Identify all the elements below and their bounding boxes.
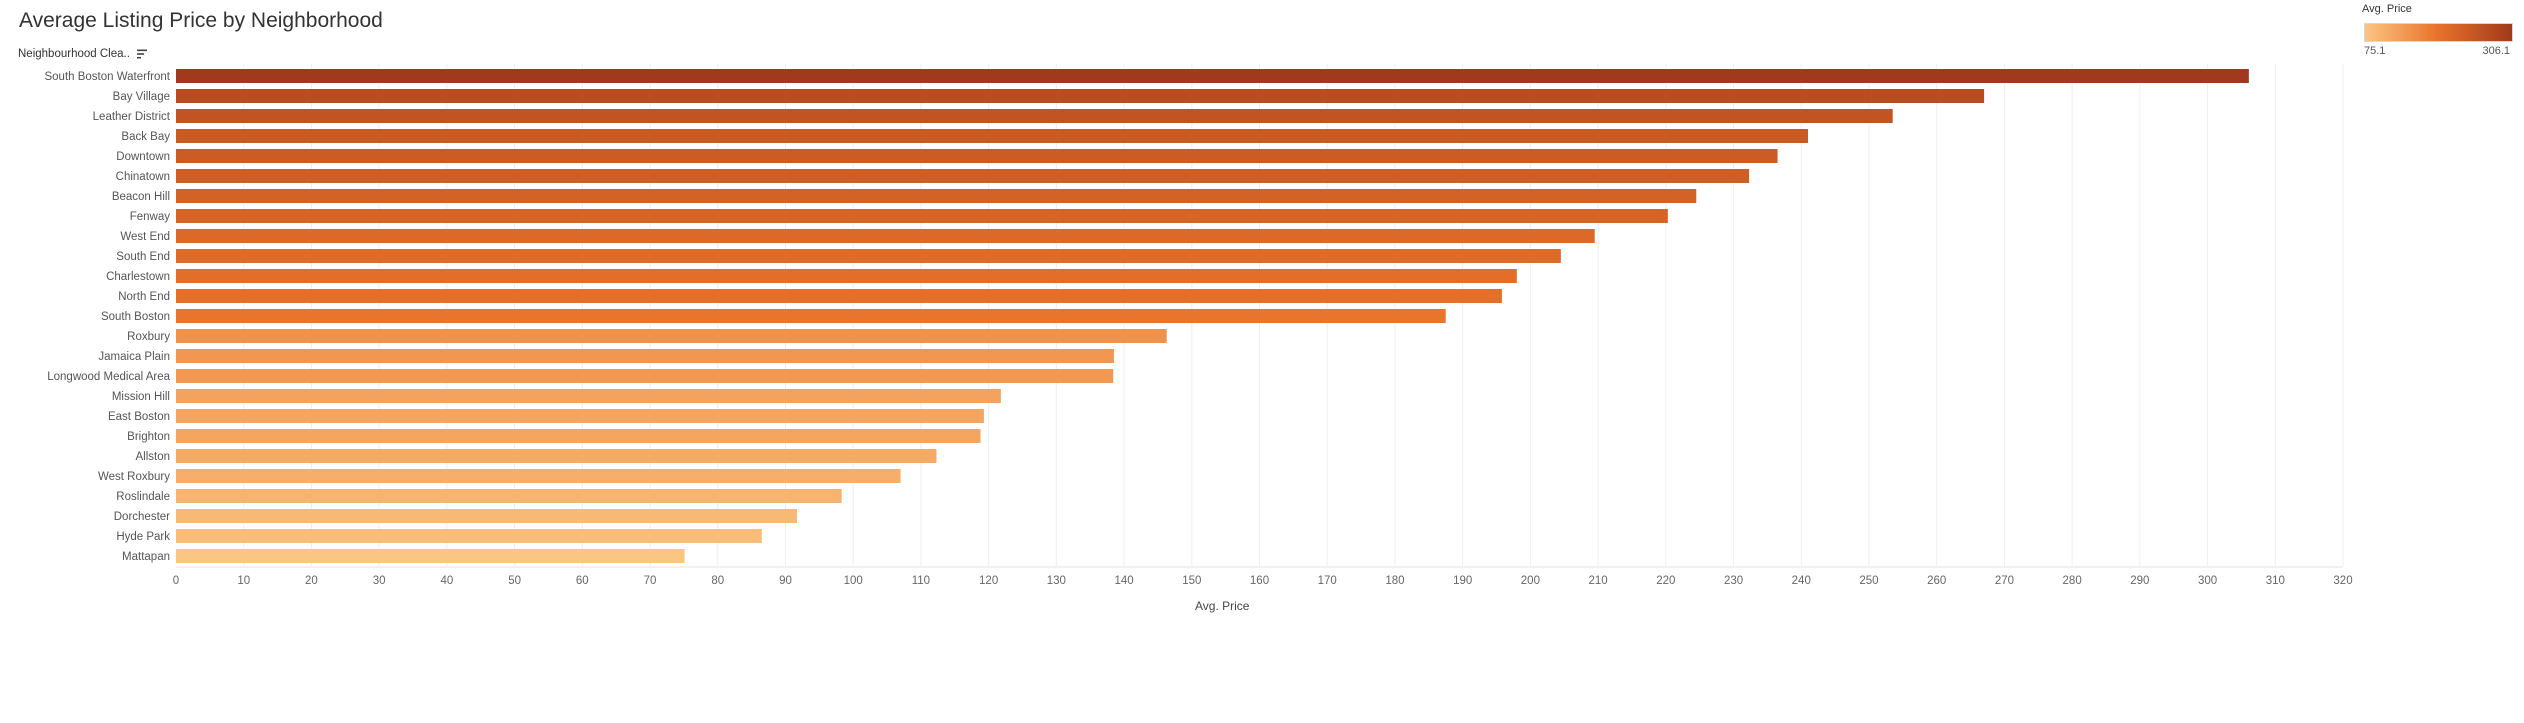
bar bbox=[176, 209, 1668, 223]
color-legend: Avg. Price 75.1 306.1 bbox=[2362, 3, 2513, 63]
bar bbox=[176, 389, 1001, 403]
category-label: Charlestown bbox=[106, 271, 170, 283]
bar bbox=[176, 229, 1595, 243]
category-label: Hyde Park bbox=[116, 531, 170, 543]
bar bbox=[176, 489, 842, 503]
x-tick-label: 90 bbox=[779, 575, 792, 587]
x-tick-label: 60 bbox=[576, 575, 589, 587]
x-tick-label: 40 bbox=[440, 575, 453, 587]
category-label: Leather District bbox=[93, 111, 171, 123]
x-tick-label: 80 bbox=[711, 575, 724, 587]
category-label: North End bbox=[118, 291, 170, 303]
bar bbox=[176, 169, 1750, 183]
x-tick-label: 230 bbox=[1724, 575, 1743, 587]
x-tick-label: 220 bbox=[1656, 575, 1675, 587]
category-label: Mattapan bbox=[122, 551, 170, 563]
category-label: Fenway bbox=[130, 211, 171, 223]
x-tick-label: 140 bbox=[1114, 575, 1133, 587]
x-tick-label: 0 bbox=[173, 575, 179, 587]
x-tick-label: 170 bbox=[1318, 575, 1337, 587]
category-label: West End bbox=[120, 231, 170, 243]
x-tick-label: 200 bbox=[1521, 575, 1540, 587]
bar bbox=[176, 509, 797, 523]
bar bbox=[176, 309, 1446, 323]
x-tick-label: 160 bbox=[1250, 575, 1269, 587]
category-label: Chinatown bbox=[116, 171, 170, 183]
legend-min-label: 75.1 bbox=[2364, 45, 2386, 57]
bar bbox=[176, 109, 1893, 123]
x-tick-label: 180 bbox=[1385, 575, 1404, 587]
legend-title: Avg. Price bbox=[2362, 3, 2412, 15]
legend-max-label: 306.1 bbox=[2482, 45, 2510, 57]
x-tick-label: 260 bbox=[1927, 575, 1946, 587]
x-tick-label: 240 bbox=[1792, 575, 1811, 587]
category-label: East Boston bbox=[108, 411, 170, 423]
x-tick-label: 70 bbox=[644, 575, 657, 587]
x-tick-label: 50 bbox=[508, 575, 521, 587]
category-label: Downtown bbox=[116, 151, 170, 163]
x-tick-label: 250 bbox=[1859, 575, 1878, 587]
bar bbox=[176, 149, 1778, 163]
row-header-label: Neighbourhood Clea.. bbox=[18, 48, 130, 60]
x-tick-label: 120 bbox=[979, 575, 998, 587]
x-tick-label: 20 bbox=[305, 575, 318, 587]
category-label: Bay Village bbox=[113, 91, 170, 103]
bar bbox=[176, 129, 1809, 143]
category-label: West Roxbury bbox=[98, 471, 170, 483]
bar bbox=[176, 249, 1561, 263]
category-label: Longwood Medical Area bbox=[47, 371, 170, 383]
bar bbox=[176, 429, 981, 443]
category-label: Brighton bbox=[127, 431, 170, 443]
sort-descending-icon[interactable] bbox=[136, 48, 148, 60]
category-label: Roslindale bbox=[116, 491, 170, 503]
bar bbox=[176, 349, 1114, 363]
x-tick-label: 280 bbox=[2063, 575, 2082, 587]
category-label: Back Bay bbox=[121, 131, 170, 143]
x-tick-label: 150 bbox=[1182, 575, 1201, 587]
category-label: Jamaica Plain bbox=[98, 351, 170, 363]
x-tick-label: 190 bbox=[1453, 575, 1472, 587]
legend-color-ramp bbox=[2364, 23, 2513, 42]
bar bbox=[176, 449, 937, 463]
x-tick-label: 270 bbox=[1995, 575, 2014, 587]
x-tick-label: 10 bbox=[237, 575, 250, 587]
bar bbox=[176, 269, 1517, 283]
category-label: South End bbox=[116, 251, 170, 263]
bar bbox=[176, 289, 1502, 303]
x-tick-label: 30 bbox=[373, 575, 386, 587]
x-tick-label: 210 bbox=[1589, 575, 1608, 587]
bar bbox=[176, 189, 1697, 203]
bar bbox=[176, 69, 2249, 83]
category-label: Allston bbox=[135, 451, 170, 463]
x-tick-label: 110 bbox=[912, 575, 930, 587]
x-tick-label: 310 bbox=[2266, 575, 2285, 587]
category-label: South Boston Waterfront bbox=[44, 71, 170, 83]
x-tick-label: 100 bbox=[844, 575, 863, 587]
x-tick-label: 290 bbox=[2130, 575, 2149, 587]
x-tick-label: 300 bbox=[2198, 575, 2217, 587]
category-label: Mission Hill bbox=[112, 391, 170, 403]
category-label: Beacon Hill bbox=[112, 191, 170, 203]
category-label: Dorchester bbox=[114, 511, 170, 523]
bar bbox=[176, 469, 901, 483]
bar bbox=[176, 529, 762, 543]
chart-title: Average Listing Price by Neighborhood bbox=[19, 9, 383, 32]
x-axis-title: Avg. Price bbox=[1195, 599, 1250, 613]
category-label: South Boston bbox=[101, 311, 170, 323]
bar bbox=[176, 369, 1114, 383]
bar bbox=[176, 329, 1167, 343]
bar bbox=[176, 409, 984, 423]
row-header[interactable]: Neighbourhood Clea.. bbox=[18, 48, 148, 60]
x-tick-label: 320 bbox=[2333, 575, 2352, 587]
bar bbox=[176, 549, 685, 563]
category-label: Roxbury bbox=[127, 331, 170, 343]
bar bbox=[176, 89, 1985, 103]
x-tick-label: 130 bbox=[1047, 575, 1066, 587]
